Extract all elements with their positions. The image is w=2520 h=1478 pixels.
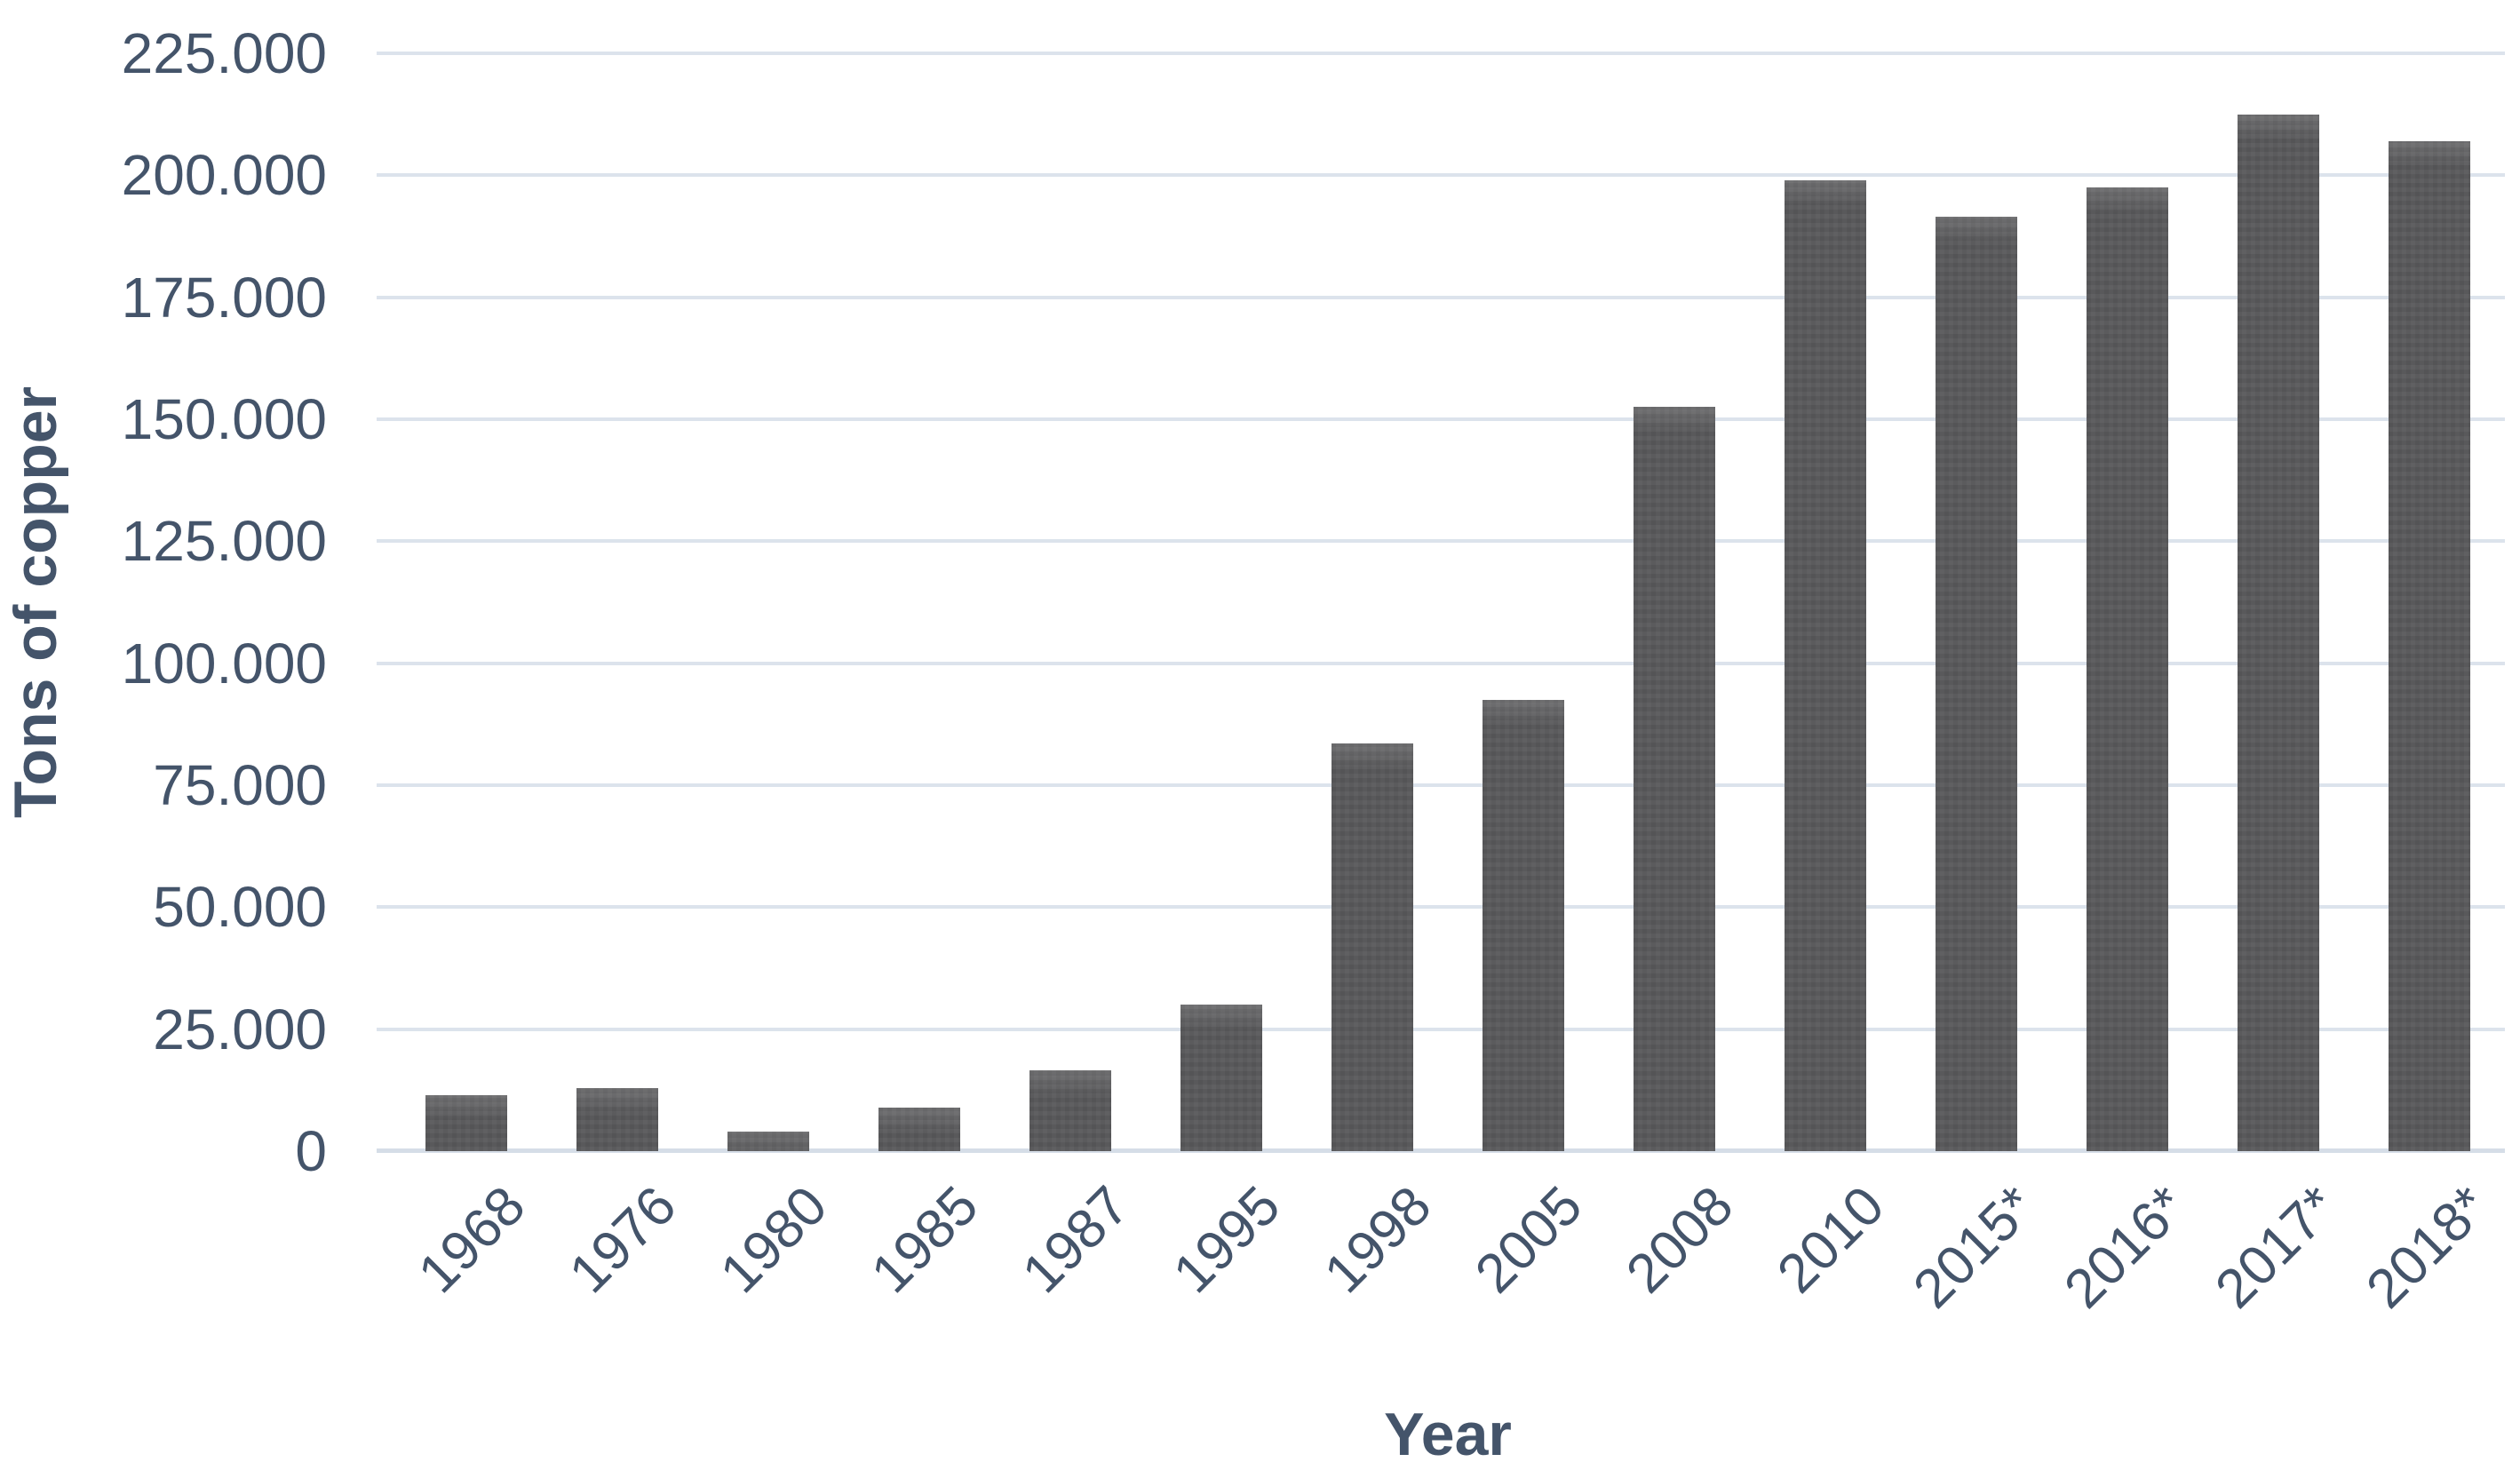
y-tick-label-100.000: 100.000 (121, 631, 327, 695)
x-axis-title: Year (1384, 1401, 1512, 1468)
plot-area (377, 52, 2505, 1153)
y-tick-label-75.000: 75.000 (153, 753, 327, 817)
x-tick-label-2016: 2016* (2053, 1174, 2198, 1321)
y-tick-label-175.000: 175.000 (121, 265, 327, 330)
gridline-25.000 (377, 1027, 2505, 1031)
x-axis-tick-labels: 1968 1976 1980 1985 1987 1995 1998 2005 2008 2010… (391, 1162, 2505, 1396)
bar-2016 (2087, 187, 2168, 1151)
x-tick-label-1980: 1980 (709, 1174, 839, 1306)
y-tick-label-125.000: 125.000 (121, 509, 327, 574)
y-tick-label-200.000: 200.000 (121, 143, 327, 208)
bar-1985 (878, 1107, 960, 1151)
gridline-50.000 (377, 905, 2505, 910)
bar-1980 (727, 1132, 809, 1151)
bar-1995 (1181, 1005, 1262, 1151)
gridline-100.000 (377, 661, 2505, 665)
y-tick-label-225.000: 225.000 (121, 21, 327, 85)
bar-2005 (1483, 699, 1564, 1151)
bar-2018 (2389, 140, 2470, 1151)
bar-1987 (1029, 1070, 1111, 1151)
x-tick-label-1987: 1987 (1011, 1174, 1141, 1306)
y-tick-label-50.000: 50.000 (153, 875, 327, 940)
bar-2015 (1936, 217, 2017, 1151)
bar-2017 (2238, 114, 2319, 1151)
x-tick-label-2018: 2018* (2355, 1174, 2500, 1321)
x-tick-label-1998: 1998 (1313, 1174, 1443, 1306)
gridline-125.000 (377, 539, 2505, 544)
y-tick-label-0: 0 (295, 1119, 327, 1183)
bar-1976 (576, 1087, 658, 1151)
gridline-225.000 (377, 52, 2505, 55)
x-tick-label-1976: 1976 (558, 1174, 688, 1306)
x-tick-label-2005: 2005 (1464, 1174, 1594, 1306)
x-tick-label-2015: 2015* (1902, 1174, 2047, 1321)
x-tick-label-1968: 1968 (407, 1174, 537, 1306)
bar-1968 (425, 1094, 507, 1151)
bar-2008 (1634, 407, 1715, 1151)
y-tick-label-25.000: 25.000 (153, 997, 327, 1061)
gridline-175.000 (377, 295, 2505, 299)
bar-1998 (1332, 743, 1413, 1151)
gridline-0 (377, 1148, 2505, 1153)
gridline-150.000 (377, 417, 2505, 421)
x-tick-label-2008: 2008 (1615, 1174, 1745, 1306)
gridline-200.000 (377, 173, 2505, 178)
x-tick-label-1995: 1995 (1162, 1174, 1292, 1306)
x-tick-label-2010: 2010 (1766, 1174, 1896, 1306)
gridline-75.000 (377, 783, 2505, 787)
y-axis-tick-labels: 0 25.000 50.000 75.000 100.000 125.000 150.000… (0, 21, 330, 1183)
y-tick-label-150.000: 150.000 (121, 387, 327, 451)
bar-2010 (1785, 179, 1866, 1151)
x-tick-label-2017: 2017* (2204, 1174, 2349, 1321)
x-tick-label-1985: 1985 (860, 1174, 990, 1306)
